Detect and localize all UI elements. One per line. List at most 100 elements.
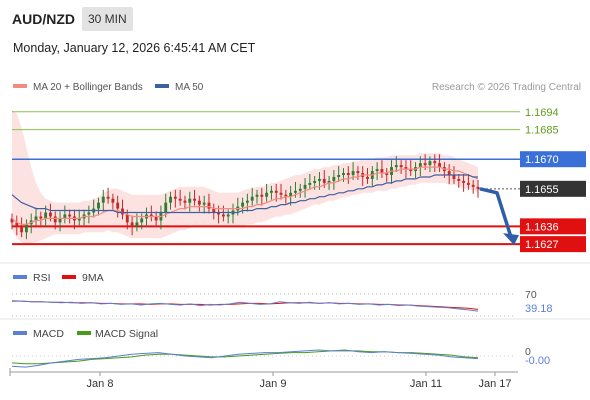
candle-body	[255, 194, 259, 197]
candle-body	[250, 196, 254, 201]
rsi-tick-70: 70	[525, 289, 537, 301]
candle-body	[471, 184, 475, 187]
candle-body	[164, 202, 168, 213]
candle-body	[44, 212, 48, 219]
legend-9ma-label: 9MA	[82, 272, 104, 284]
current-price-label: 1.1655	[525, 184, 559, 196]
candle-body	[226, 214, 230, 217]
level-tag-1.1670	[520, 151, 586, 168]
level-label-1.1627: 1.1627	[525, 239, 559, 251]
candle-body	[399, 165, 403, 168]
candle-body	[294, 190, 297, 193]
candle-body	[303, 184, 307, 189]
legend-ma50-label: MA 50	[175, 82, 204, 93]
candle-body	[68, 214, 72, 217]
timestamp: Monday, January 12, 2026 6:45:41 AM CET	[13, 41, 256, 55]
candle-body	[289, 192, 293, 197]
candle-body	[428, 161, 432, 166]
current-price-tag	[520, 180, 586, 197]
candle-body	[183, 200, 187, 203]
forecast-arrow-head	[503, 233, 519, 246]
candle-body	[207, 202, 211, 209]
candle-body	[332, 176, 336, 181]
x-tick-label: Jan 9	[260, 378, 287, 390]
candle-body	[106, 196, 110, 199]
candle-body	[462, 180, 466, 183]
candle-body	[476, 186, 480, 189]
candle-body	[418, 163, 422, 168]
candle-body	[308, 182, 312, 185]
candle-body	[375, 169, 379, 172]
candle-body	[322, 178, 326, 183]
level-tag-1.1636	[520, 218, 586, 235]
candle-body	[101, 196, 105, 203]
candle-body	[260, 194, 264, 197]
candle-body	[385, 173, 389, 175]
symbol-title: AUD/NZD	[12, 11, 75, 27]
candle-body	[135, 222, 139, 227]
candle-body	[438, 163, 442, 168]
level-label-1.1636: 1.1636	[525, 221, 559, 233]
candle-body	[77, 218, 81, 221]
legend-macd-label: MACD	[33, 328, 64, 340]
candle-body	[10, 218, 14, 223]
candle-body	[394, 165, 398, 168]
candle-body	[63, 214, 67, 219]
candle-body	[265, 192, 269, 197]
candle-body	[217, 212, 221, 215]
level-label-1.1694: 1.1694	[525, 107, 559, 119]
forecast-arrow-line	[479, 187, 513, 238]
candle-body	[327, 180, 331, 183]
macd-pane: MACD MACD Signal 0-0.00	[11, 328, 550, 368]
legend-rsi-label: RSI	[33, 272, 51, 284]
candle-body	[169, 196, 172, 203]
candle-body	[245, 200, 249, 203]
candle-body	[466, 182, 470, 185]
x-tick-label: Jan 11	[410, 378, 442, 390]
candle-body	[423, 163, 427, 166]
candle-body	[433, 161, 437, 164]
candle-body	[188, 198, 192, 203]
candle-body	[140, 218, 144, 223]
candle-body	[351, 171, 355, 175]
candle-body	[337, 175, 341, 177]
candle-body	[202, 202, 206, 205]
x-axis: Jan 8 Jan 9 Jan 11 Jan 17	[9, 368, 518, 390]
candle-body	[15, 222, 19, 227]
bollinger-band-area	[12, 109, 478, 245]
level-tag-1.1627	[520, 236, 586, 253]
legend-ma20-label: MA 20 + Bollinger Bands	[33, 82, 143, 93]
candle-body	[356, 171, 360, 174]
candle-body	[447, 171, 451, 175]
candle-body	[409, 169, 413, 172]
candle-body	[342, 173, 345, 175]
candle-body	[452, 175, 456, 179]
macd-line	[11, 349, 479, 368]
candle-body	[48, 212, 52, 217]
macd-tick-0: 0	[525, 346, 531, 358]
candle-body	[125, 214, 129, 223]
candle-body	[380, 169, 384, 174]
candle-body	[284, 194, 288, 197]
candle-body	[173, 196, 177, 199]
price-chart: 1.1694 1.1685 1.1670 1.1636 1.1627 1.1655	[10, 107, 586, 253]
candle-body	[34, 216, 38, 221]
candle-body	[404, 167, 408, 170]
candle-body	[221, 214, 225, 217]
candle-body	[97, 202, 100, 209]
timeframe-badge[interactable]: 30 MIN	[82, 7, 133, 31]
candle-body	[366, 176, 369, 179]
candle-body	[274, 190, 278, 193]
candle-body	[87, 212, 91, 215]
candle-body	[116, 202, 120, 209]
candle-body	[53, 216, 57, 223]
macd-current-value: -0.00	[525, 355, 550, 367]
credit-text: Research © 2026 Trading Central	[432, 82, 581, 93]
candle-body	[212, 208, 216, 213]
rsi-pane: RSI 9MA 70 39.18	[11, 272, 553, 317]
candle-body	[279, 192, 283, 195]
candle-body	[269, 190, 273, 193]
candle-body	[121, 208, 124, 215]
candle-body	[20, 226, 24, 233]
